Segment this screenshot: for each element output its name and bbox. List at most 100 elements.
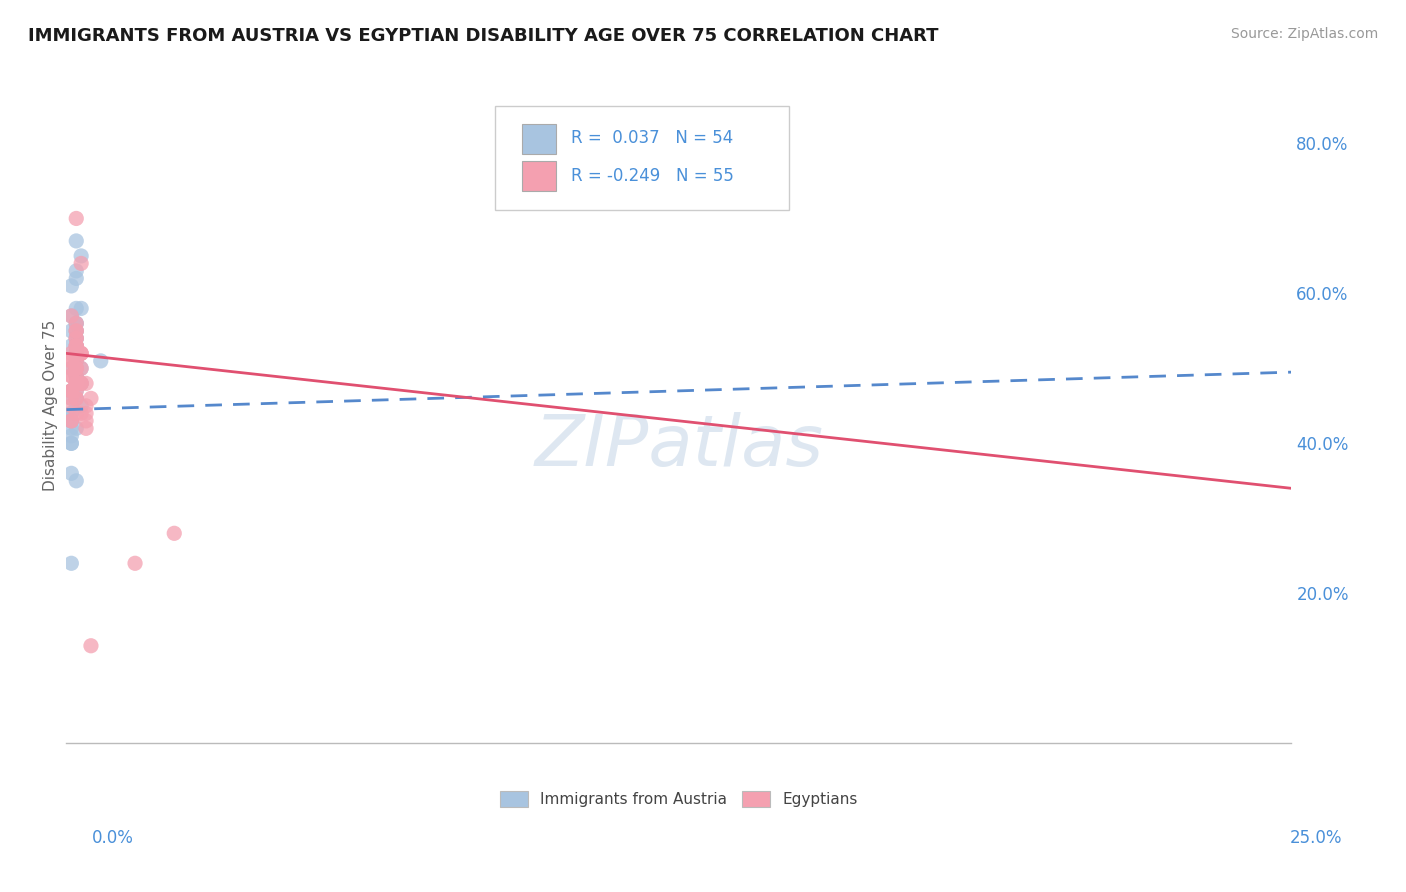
Point bbox=[60, 467, 83, 481]
Point bbox=[65, 331, 87, 345]
Point bbox=[60, 339, 83, 353]
Point bbox=[65, 346, 87, 360]
Point bbox=[75, 406, 97, 420]
Point bbox=[65, 354, 87, 368]
Point bbox=[65, 368, 87, 383]
Point bbox=[65, 234, 87, 248]
Text: IMMIGRANTS FROM AUSTRIA VS EGYPTIAN DISABILITY AGE OVER 75 CORRELATION CHART: IMMIGRANTS FROM AUSTRIA VS EGYPTIAN DISA… bbox=[28, 27, 939, 45]
Legend: Immigrants from Austria, Egyptians: Immigrants from Austria, Egyptians bbox=[495, 785, 863, 814]
Point bbox=[65, 474, 87, 488]
Text: R = -0.249   N = 55: R = -0.249 N = 55 bbox=[571, 168, 734, 186]
Point bbox=[163, 526, 186, 541]
Point bbox=[65, 368, 87, 383]
Point bbox=[60, 436, 83, 450]
Point bbox=[65, 339, 87, 353]
Point bbox=[60, 324, 83, 338]
Point bbox=[60, 414, 83, 428]
Point bbox=[60, 346, 83, 360]
Point bbox=[65, 361, 87, 376]
Point bbox=[65, 317, 87, 331]
Point bbox=[70, 376, 93, 391]
Point bbox=[75, 399, 97, 413]
Text: Source: ZipAtlas.com: Source: ZipAtlas.com bbox=[1230, 27, 1378, 41]
Point bbox=[70, 361, 93, 376]
Point bbox=[75, 414, 97, 428]
Point bbox=[65, 324, 87, 338]
Point bbox=[65, 331, 87, 345]
Point bbox=[60, 384, 83, 398]
Point bbox=[65, 392, 87, 406]
Point bbox=[60, 384, 83, 398]
Point bbox=[60, 414, 83, 428]
Point bbox=[65, 376, 87, 391]
Point bbox=[60, 384, 83, 398]
Point bbox=[60, 309, 83, 323]
Point bbox=[70, 346, 93, 360]
Point bbox=[65, 376, 87, 391]
Point bbox=[65, 331, 87, 345]
Point bbox=[80, 639, 103, 653]
Point bbox=[65, 346, 87, 360]
Point bbox=[65, 339, 87, 353]
Point bbox=[65, 264, 87, 278]
Point bbox=[70, 346, 93, 360]
Point bbox=[60, 392, 83, 406]
Point bbox=[65, 368, 87, 383]
FancyBboxPatch shape bbox=[522, 124, 557, 154]
Point bbox=[80, 392, 103, 406]
Point bbox=[60, 556, 83, 570]
Point bbox=[60, 429, 83, 443]
Point bbox=[60, 279, 83, 293]
Point bbox=[60, 368, 83, 383]
Text: R =  0.037   N = 54: R = 0.037 N = 54 bbox=[571, 129, 734, 147]
Point bbox=[75, 421, 97, 435]
Point bbox=[90, 354, 112, 368]
Point bbox=[60, 414, 83, 428]
Point bbox=[70, 376, 93, 391]
Point bbox=[60, 414, 83, 428]
Point bbox=[65, 392, 87, 406]
Point bbox=[65, 317, 87, 331]
Text: 0.0%: 0.0% bbox=[91, 829, 134, 847]
Point bbox=[65, 354, 87, 368]
Point bbox=[70, 406, 93, 420]
Point bbox=[65, 392, 87, 406]
Point bbox=[65, 324, 87, 338]
Point bbox=[60, 354, 83, 368]
Point bbox=[65, 368, 87, 383]
Point bbox=[65, 324, 87, 338]
Point bbox=[75, 376, 97, 391]
Point bbox=[70, 249, 93, 263]
Point bbox=[65, 346, 87, 360]
Point bbox=[60, 399, 83, 413]
Point bbox=[60, 384, 83, 398]
Point bbox=[65, 376, 87, 391]
Point bbox=[65, 361, 87, 376]
Point bbox=[60, 384, 83, 398]
Point bbox=[65, 339, 87, 353]
Point bbox=[124, 556, 146, 570]
Point bbox=[60, 368, 83, 383]
Point bbox=[60, 406, 83, 420]
Point bbox=[70, 399, 93, 413]
Point bbox=[65, 361, 87, 376]
Point bbox=[60, 392, 83, 406]
Text: ZIPatlas: ZIPatlas bbox=[534, 412, 824, 481]
Point bbox=[60, 354, 83, 368]
Point bbox=[65, 392, 87, 406]
Point bbox=[65, 211, 87, 226]
Point bbox=[65, 339, 87, 353]
Point bbox=[60, 406, 83, 420]
Point bbox=[65, 361, 87, 376]
Point bbox=[65, 271, 87, 285]
Point bbox=[65, 361, 87, 376]
Point bbox=[65, 384, 87, 398]
Point bbox=[65, 384, 87, 398]
Point bbox=[70, 256, 93, 270]
Point bbox=[70, 376, 93, 391]
Point bbox=[65, 346, 87, 360]
Point bbox=[65, 317, 87, 331]
Point bbox=[70, 301, 93, 316]
Point bbox=[65, 324, 87, 338]
Point bbox=[65, 339, 87, 353]
